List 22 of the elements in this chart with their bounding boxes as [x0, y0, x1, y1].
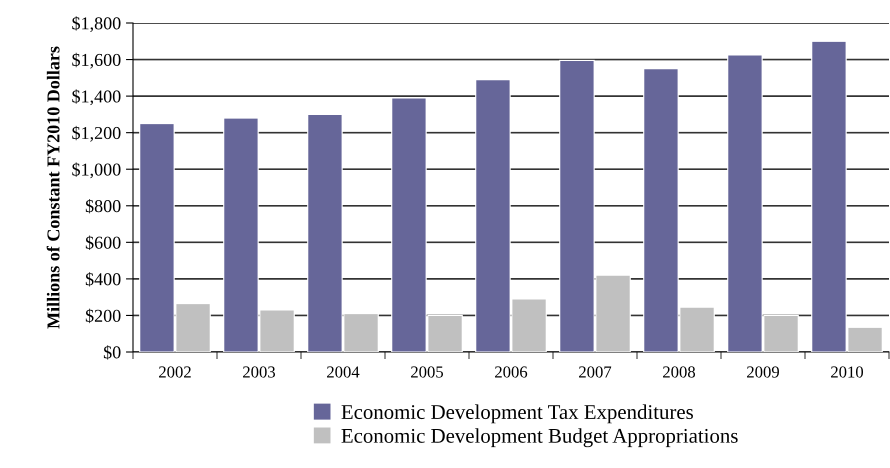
x-tick-label: 2009: [747, 366, 779, 378]
y-tick-label: $1,400: [72, 89, 121, 106]
x-tick-label: 2008: [663, 366, 696, 378]
legend-label: Economic Development Budget Appropriations: [342, 428, 738, 448]
y-tick-label: $600: [86, 236, 121, 250]
legend-label: Economic Development Tax Expenditures: [342, 404, 693, 424]
y-tick-label: $1,200: [72, 126, 121, 142]
y-tick-label: $1,600: [72, 52, 121, 69]
y-tick-label: $1,800: [72, 16, 121, 32]
y-tick-label: $1,000: [72, 162, 121, 178]
y-tick-label: $200: [86, 308, 121, 324]
x-tick-label: 2006: [495, 366, 528, 378]
x-tick-label: 2005: [411, 366, 444, 378]
x-tick-label: 2002: [159, 366, 191, 378]
x-tick-label: 2004: [327, 366, 360, 378]
x-tick-label: 2010: [831, 366, 864, 378]
x-tick-label: 2007: [579, 366, 612, 378]
y-tick-label: $0: [104, 345, 121, 360]
y-axis-title: Millions of Constant FY2010 Dollars: [46, 46, 60, 329]
x-tick-label: 2003: [243, 366, 276, 378]
y-tick-label: $800: [86, 198, 121, 214]
y-tick-label: $400: [86, 272, 121, 287]
